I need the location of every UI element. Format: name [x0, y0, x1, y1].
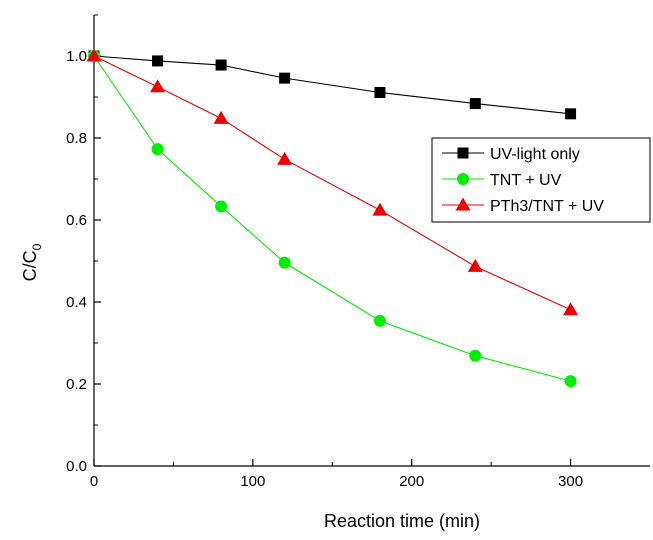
legend-item: TNT + UV: [442, 172, 562, 189]
y-tick-label: 1.0: [66, 48, 87, 65]
legend-label: PTh3/TNT + UV: [490, 198, 604, 215]
x-tick-label: 100: [240, 473, 265, 490]
data-point: [86, 48, 102, 62]
data-point: [469, 98, 481, 110]
legend-marker: [457, 147, 469, 159]
series-1: [88, 50, 577, 120]
x-axis-title: Reaction time (min): [324, 511, 480, 531]
data-point: [215, 59, 227, 71]
legend-marker: [455, 197, 471, 211]
legend-marker: [457, 173, 469, 185]
series-2: [88, 50, 577, 388]
ticks: 0.0 0.2 0.4 0.6 0.8 1.0 0 100 200 300: [66, 14, 583, 490]
series-3: [86, 48, 579, 316]
y-tick-label: 0.4: [66, 294, 87, 311]
axes: [93, 15, 650, 467]
legend-label: TNT + UV: [490, 172, 562, 189]
legend: UV-light only TNT + UV PTh3/TNT + UV: [431, 137, 651, 223]
legend-item: UV-light only: [442, 146, 580, 163]
y-axis-title-subscript: 0: [30, 243, 44, 250]
x-tick-label: 300: [558, 473, 583, 490]
data-point: [467, 258, 483, 272]
y-axis-title-main: C/C: [20, 250, 40, 281]
y-tick-label: 0.2: [66, 376, 87, 393]
data-point: [373, 314, 386, 327]
data-point: [215, 200, 228, 213]
data-point: [150, 79, 166, 93]
data-point: [277, 151, 293, 165]
data-point: [565, 108, 577, 120]
x-tick-label: 0: [90, 473, 98, 490]
data-point: [151, 143, 164, 156]
legend-item: PTh3/TNT + UV: [442, 197, 604, 215]
data-point: [374, 86, 386, 98]
data-point: [213, 110, 229, 124]
data-point: [563, 302, 579, 316]
data-point: [278, 256, 291, 269]
data-point: [152, 55, 164, 67]
data-point: [469, 349, 482, 362]
y-tick-label: 0.0: [66, 458, 87, 475]
x-tick-label: 200: [399, 473, 424, 490]
series-line: [93, 55, 571, 115]
data-point: [372, 202, 388, 216]
series: [86, 48, 579, 388]
legend-label: UV-light only: [490, 146, 580, 163]
data-point: [564, 375, 577, 388]
y-axis-title: C/C0: [20, 243, 44, 281]
y-tick-label: 0.6: [66, 212, 87, 229]
data-point: [279, 72, 291, 84]
y-tick-label: 0.8: [66, 130, 87, 147]
